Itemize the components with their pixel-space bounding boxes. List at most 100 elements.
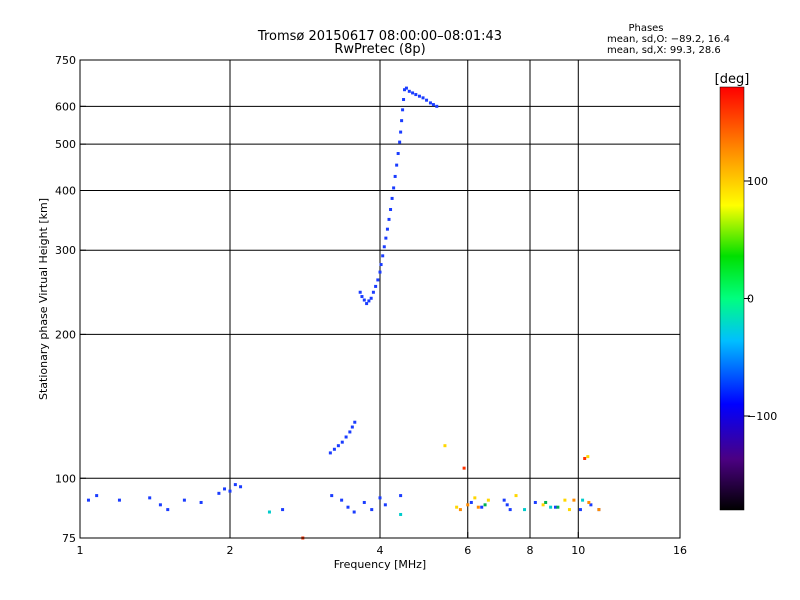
data-point (267, 510, 271, 514)
data-point (166, 508, 170, 512)
data-point (378, 270, 382, 274)
data-point (483, 503, 487, 507)
data-point (480, 505, 484, 509)
data-point (328, 451, 332, 455)
data-point (384, 236, 388, 240)
data-point (505, 503, 509, 507)
data-point (365, 302, 369, 306)
data-point (393, 174, 397, 178)
data-point (400, 119, 404, 123)
data-point (458, 508, 462, 512)
data-point (533, 500, 537, 504)
data-point (597, 508, 601, 512)
y-tick-label: 400 (55, 184, 76, 197)
data-point (428, 101, 432, 105)
data-point (217, 491, 221, 495)
data-point (95, 494, 99, 498)
x-tick-label: 2 (227, 544, 234, 557)
x-tick-label: 4 (377, 544, 384, 557)
data-point (556, 505, 560, 509)
y-tick-label: 75 (62, 532, 76, 545)
x-axis-ticks: 1 2 4 6 8 10 16 (77, 532, 687, 557)
chart-title: Tromsø 20150617 08:00:00–08:01:43 (257, 29, 502, 44)
data-point (476, 505, 480, 509)
y-tick-label: 100 (55, 472, 76, 485)
data-point (567, 508, 571, 512)
y-axis-ticks: 75 100 200 300 400 500 600 750 (55, 54, 86, 545)
data-point (376, 278, 380, 282)
data-point (502, 498, 506, 502)
data-point (399, 512, 403, 516)
data-point (401, 108, 405, 112)
data-point (431, 103, 435, 107)
colorbar-tick-label: 0 (747, 293, 754, 306)
data-point (414, 93, 418, 97)
data-point (508, 508, 512, 512)
data-point (332, 447, 336, 451)
colorbar-tick-label: 100 (747, 175, 768, 188)
data-point (348, 430, 352, 434)
data-point (398, 140, 402, 144)
data-point (392, 186, 396, 190)
data-point (389, 208, 393, 212)
data-point (379, 263, 383, 267)
data-point (421, 96, 425, 100)
data-point (396, 152, 400, 156)
data-point (387, 217, 391, 221)
data-point (344, 435, 348, 439)
data-point (86, 498, 90, 502)
data-point (455, 505, 459, 509)
data-point (417, 94, 421, 98)
data-point (407, 89, 411, 93)
data-point (353, 420, 357, 424)
data-point (589, 503, 593, 507)
data-point (395, 163, 399, 167)
data-point (281, 508, 285, 512)
data-point (367, 299, 371, 303)
data-point (581, 498, 585, 502)
data-point (563, 498, 567, 502)
data-point (148, 496, 152, 500)
data-point (336, 444, 340, 448)
data-point (586, 455, 590, 459)
data-point (370, 508, 374, 512)
data-point (350, 425, 354, 429)
data-point (383, 503, 387, 507)
x-tick-label: 10 (571, 544, 585, 557)
y-tick-label: 600 (55, 100, 76, 113)
y-tick-label: 500 (55, 138, 76, 151)
data-point (233, 483, 237, 487)
data-point (378, 496, 382, 500)
data-point (523, 508, 527, 512)
data-point (346, 505, 350, 509)
data-point (223, 487, 227, 491)
data-point (425, 98, 429, 102)
data-point (330, 494, 334, 498)
data-point (578, 508, 582, 512)
data-point (549, 505, 553, 509)
data-point (199, 500, 203, 504)
phases-header-line2: mean, sd,X: 99.3, 28.6 (607, 45, 721, 56)
data-point (469, 500, 473, 504)
data-point (544, 500, 548, 504)
x-tick-label: 1 (77, 544, 84, 557)
colorbar-label: [deg] (715, 72, 750, 87)
data-point (374, 284, 378, 288)
data-point (443, 444, 447, 448)
data-point (553, 505, 557, 509)
x-tick-label: 6 (464, 544, 471, 557)
data-point (583, 456, 587, 460)
data-point (462, 466, 466, 470)
data-point (473, 496, 477, 500)
data-point (239, 485, 243, 489)
data-point (340, 440, 344, 444)
data-point (117, 498, 121, 502)
data-points (86, 86, 601, 540)
phases-header-line1: mean, sd,O: −89.2, 16.4 (607, 34, 730, 45)
data-point (385, 227, 389, 231)
plot-grid (80, 60, 680, 538)
data-point (182, 498, 186, 502)
y-tick-label: 300 (55, 244, 76, 257)
y-axis-label: Stationary phase Virtual Height [km] (37, 198, 50, 400)
